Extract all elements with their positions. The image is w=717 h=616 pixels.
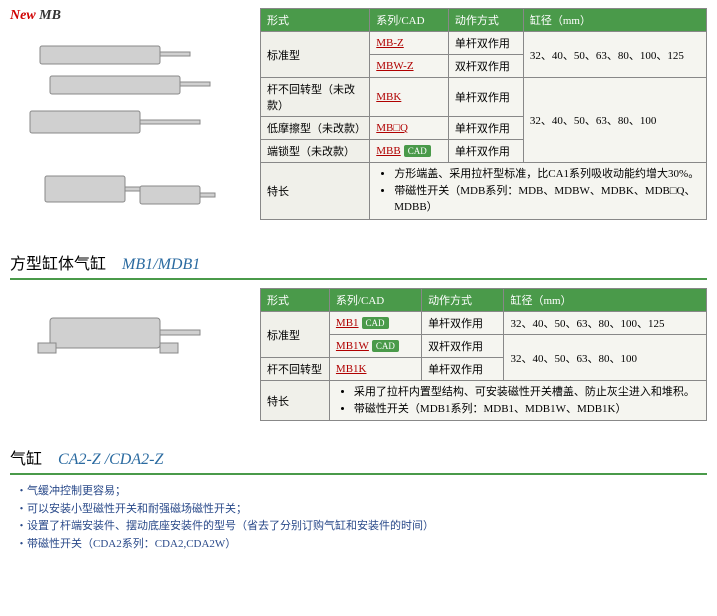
series-link[interactable]: MB1K bbox=[336, 363, 367, 375]
cell-action: 单杆双作用 bbox=[422, 358, 504, 381]
table-feature-row: 特长 采用了拉杆内置型结构、可安装磁性开关槽盖、防止灰尘进入和堆积。 带磁性开关… bbox=[261, 381, 707, 421]
col-action: 动作方式 bbox=[448, 9, 523, 32]
cell-series: MBB CAD bbox=[370, 140, 449, 163]
series-link[interactable]: MBW-Z bbox=[376, 60, 413, 72]
cell-series: MB-Z bbox=[370, 32, 449, 55]
section-mb1-row: 形式 系列/CAD 动作方式 缸径（mm） 标准型 MB1CAD 单杆双作用 3… bbox=[10, 288, 707, 421]
cell-series: MB1WCAD bbox=[329, 335, 421, 358]
col-bore: 缸径（mm） bbox=[523, 9, 706, 32]
cell-action: 单杆双作用 bbox=[448, 117, 523, 140]
table-header-row: 形式 系列/CAD 动作方式 缸径（mm） bbox=[261, 9, 707, 32]
feature-item: 带磁性开关（MDB系列：MDB、MDBW、MDBK、MDB□Q、MDBB） bbox=[394, 183, 700, 216]
cell-type: 标准型 bbox=[261, 32, 370, 78]
col-action: 动作方式 bbox=[422, 289, 504, 312]
feature-cell: 方形端盖、采用拉杆型标准，比CA1系列吸收动能约增大30%。 带磁性开关（MDB… bbox=[370, 163, 707, 220]
cell-series: MB□Q bbox=[370, 117, 449, 140]
new-badge: New MB bbox=[10, 8, 250, 24]
mb-product-image bbox=[20, 26, 220, 226]
feature-item: 方形端盖、采用拉杆型标准，比CA1系列吸收动能约增大30%。 bbox=[394, 166, 700, 183]
mb1-image-column bbox=[10, 288, 250, 378]
cell-type: 杆不回转型（未改款） bbox=[261, 78, 370, 117]
table-feature-row: 特长 方形端盖、采用拉杆型标准，比CA1系列吸收动能约增大30%。 带磁性开关（… bbox=[261, 163, 707, 220]
feature-list: 方形端盖、采用拉杆型标准，比CA1系列吸收动能约增大30%。 带磁性开关（MDB… bbox=[376, 166, 700, 216]
cell-bore: 32、40、50、63、80、100、125 bbox=[523, 32, 706, 78]
col-type: 形式 bbox=[261, 289, 330, 312]
feature-cell: 采用了拉杆内置型结构、可安装磁性开关槽盖、防止灰尘进入和堆积。 带磁性开关（MD… bbox=[329, 381, 706, 421]
series-link[interactable]: MBK bbox=[376, 91, 401, 103]
title-cn: 气缸 bbox=[10, 451, 42, 468]
cell-type: 标准型 bbox=[261, 312, 330, 358]
cylinder-illustration-icon bbox=[20, 288, 220, 378]
cell-bore: 32、40、50、63、80、100、125 bbox=[504, 312, 707, 335]
title-model: CA2-Z /CDA2-Z bbox=[58, 451, 163, 468]
col-bore: 缸径（mm） bbox=[504, 289, 707, 312]
cylinder-illustration-icon bbox=[20, 26, 220, 226]
note-item: 带磁性开关（CDA2系列：CDA2,CDA2W） bbox=[16, 536, 707, 554]
feature-item: 带磁性开关（MDB1系列：MDB1、MDB1W、MDB1K） bbox=[354, 401, 700, 418]
mb-image-column: New MB bbox=[10, 8, 250, 226]
note-item: 气缓冲控制更容易； bbox=[16, 483, 707, 501]
note-item: 设置了杆端安装件、摆动底座安装件的型号（省去了分别订购气缸和安装件的时间） bbox=[16, 518, 707, 536]
col-series: 系列/CAD bbox=[329, 289, 421, 312]
feature-label: 特长 bbox=[261, 163, 370, 220]
series-link[interactable]: MB□Q bbox=[376, 122, 408, 134]
section-ca2: 气缸 CA2-Z /CDA2-Z 气缓冲控制更容易； 可以安装小型磁性开关和耐强… bbox=[10, 441, 707, 553]
cell-action: 单杆双作用 bbox=[448, 78, 523, 117]
table-header-row: 形式 系列/CAD 动作方式 缸径（mm） bbox=[261, 289, 707, 312]
cad-badge[interactable]: CAD bbox=[362, 317, 389, 329]
cell-action: 双杆双作用 bbox=[422, 335, 504, 358]
series-link[interactable]: MBB bbox=[376, 145, 400, 157]
mb1-product-image bbox=[20, 288, 220, 378]
cell-series: MBK bbox=[370, 78, 449, 117]
series-link[interactable]: MB-Z bbox=[376, 37, 404, 49]
cell-bore: 32、40、50、63、80、100 bbox=[504, 335, 707, 381]
table-row: 标准型 MB1CAD 单杆双作用 32、40、50、63、80、100、125 bbox=[261, 312, 707, 335]
cad-badge[interactable]: CAD bbox=[404, 145, 431, 157]
cell-type: 低摩擦型（未改款） bbox=[261, 117, 370, 140]
note-item: 可以安装小型磁性开关和耐强磁场磁性开关； bbox=[16, 501, 707, 519]
section-mb1: 方型缸体气缸 MB1/MDB1 形式 系列/CAD bbox=[10, 246, 707, 421]
cell-type: 端锁型（未改款） bbox=[261, 140, 370, 163]
new-model: MB bbox=[39, 8, 61, 23]
section-mb-row: New MB bbox=[10, 8, 707, 226]
col-series: 系列/CAD bbox=[370, 9, 449, 32]
cell-action: 单杆双作用 bbox=[448, 140, 523, 163]
mb-spec-table: 形式 系列/CAD 动作方式 缸径（mm） 标准型 MB-Z 单杆双作用 32、… bbox=[260, 8, 707, 220]
cell-type: 杆不回转型 bbox=[261, 358, 330, 381]
cell-action: 单杆双作用 bbox=[422, 312, 504, 335]
series-link[interactable]: MB1 bbox=[336, 317, 359, 329]
new-text: New bbox=[10, 8, 36, 23]
feature-item: 采用了拉杆内置型结构、可安装磁性开关槽盖、防止灰尘进入和堆积。 bbox=[354, 384, 700, 401]
ca2-notes: 气缓冲控制更容易； 可以安装小型磁性开关和耐强磁场磁性开关； 设置了杆端安装件、… bbox=[10, 483, 707, 553]
feature-list: 采用了拉杆内置型结构、可安装磁性开关槽盖、防止灰尘进入和堆积。 带磁性开关（MD… bbox=[336, 384, 700, 417]
cell-series: MB1CAD bbox=[329, 312, 421, 335]
title-cn: 方型缸体气缸 bbox=[10, 256, 106, 273]
table-row: 杆不回转型（未改款） MBK 单杆双作用 32、40、50、63、80、100 bbox=[261, 78, 707, 117]
mb1-spec-table: 形式 系列/CAD 动作方式 缸径（mm） 标准型 MB1CAD 单杆双作用 3… bbox=[260, 288, 707, 421]
cell-action: 双杆双作用 bbox=[448, 55, 523, 78]
col-type: 形式 bbox=[261, 9, 370, 32]
cell-series: MBW-Z bbox=[370, 55, 449, 78]
cell-series: MB1K bbox=[329, 358, 421, 381]
table-row: 标准型 MB-Z 单杆双作用 32、40、50、63、80、100、125 bbox=[261, 32, 707, 55]
feature-label: 特长 bbox=[261, 381, 330, 421]
series-link[interactable]: MB1W bbox=[336, 340, 369, 352]
cell-bore: 32、40、50、63、80、100 bbox=[523, 78, 706, 163]
cad-badge[interactable]: CAD bbox=[372, 340, 399, 352]
title-model: MB1/MDB1 bbox=[122, 256, 200, 273]
section-title: 气缸 CA2-Z /CDA2-Z bbox=[10, 441, 707, 475]
cell-action: 单杆双作用 bbox=[448, 32, 523, 55]
section-title: 方型缸体气缸 MB1/MDB1 bbox=[10, 246, 707, 280]
section-mb: New MB bbox=[10, 8, 707, 226]
